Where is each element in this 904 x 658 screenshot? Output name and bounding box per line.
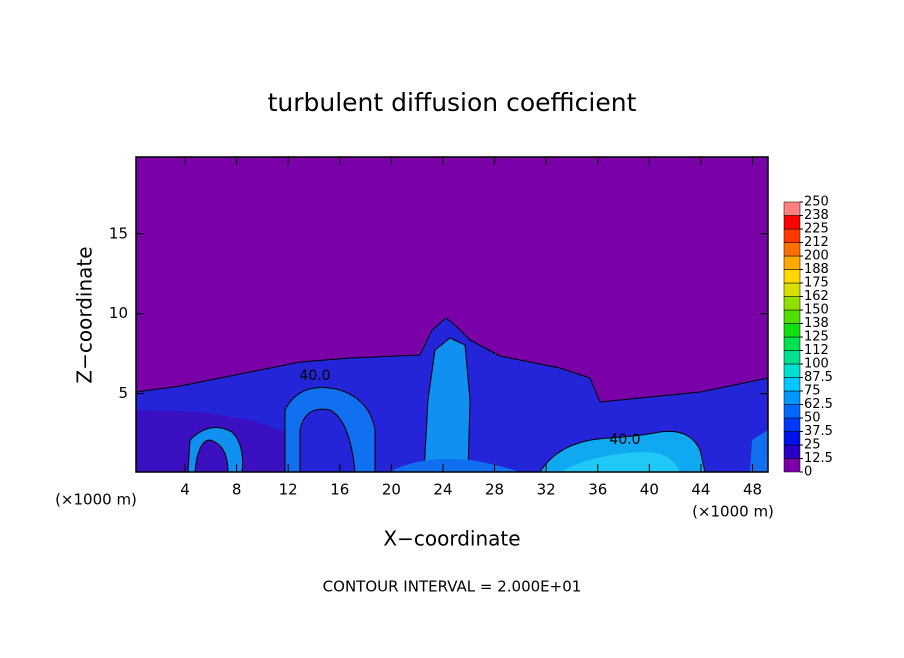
x-tick-label: 40 [640, 481, 659, 499]
colorbar-segment [783, 323, 801, 338]
colorbar-segment [783, 228, 801, 243]
contour-label: 40.0 [609, 432, 640, 448]
colorbar-segment [783, 444, 801, 459]
colorbar-segment [783, 377, 801, 392]
x-tick-label: 12 [279, 481, 298, 499]
colorbar-segment [783, 417, 801, 432]
colorbar-label: 250 [804, 195, 829, 210]
colorbar-label: 100 [804, 357, 829, 372]
colorbar-label: 37.5 [804, 424, 833, 439]
y-tick-label: 5 [118, 384, 128, 402]
x-tick-label: 16 [330, 481, 349, 499]
footnote: CONTOUR INTERVAL = 2.000E+01 [323, 578, 582, 596]
x-tick-label: 28 [485, 481, 504, 499]
chart-title: turbulent diffusion coefficient [268, 88, 637, 117]
y-tick-label: 10 [109, 304, 128, 322]
colorbar-label: 175 [804, 276, 829, 291]
colorbar-label: 12.5 [804, 451, 833, 466]
x-tick-label: 44 [691, 481, 710, 499]
x-unit-label: (×1000 m) [692, 503, 774, 521]
field-region [560, 451, 680, 472]
colorbar-segment [783, 350, 801, 365]
colorbar-label: 75 [804, 384, 821, 399]
colorbar-label: 138 [804, 316, 829, 331]
colorbar-segment [783, 309, 801, 324]
x-unit-label: (×1000 m) [55, 491, 137, 509]
x-tick-label: 4 [180, 481, 190, 499]
colorbar-label: 0 [804, 465, 812, 480]
colorbar-label: 125 [804, 330, 829, 345]
colorbar-label: 112 [804, 343, 829, 358]
x-tick-label: 24 [433, 481, 452, 499]
y-axis-label: Z−coordinate [73, 246, 97, 383]
colorbar-label: 62.5 [804, 397, 833, 412]
field [135, 157, 769, 473]
colorbar-segment [783, 201, 801, 216]
colorbar-label: 212 [804, 235, 829, 250]
x-tick-label: 48 [743, 481, 762, 499]
colorbar-segment [783, 282, 801, 297]
contour-label: 40.0 [299, 368, 330, 384]
y-tick-label: 15 [109, 224, 128, 242]
plot-frame [135, 156, 769, 473]
colorbar-segment [783, 390, 801, 405]
colorbar-label: 225 [804, 222, 829, 237]
colorbar-label: 200 [804, 249, 829, 264]
colorbar-label: 162 [804, 289, 829, 304]
colorbar-label: 188 [804, 262, 829, 277]
x-tick-label: 32 [537, 481, 556, 499]
colorbar-segment [783, 255, 801, 270]
colorbar-segment [783, 431, 801, 446]
colorbar-segment [783, 404, 801, 419]
colorbar-label: 87.5 [804, 370, 833, 385]
field-region [390, 458, 520, 472]
colorbar-segment [783, 296, 801, 311]
field-region [750, 430, 768, 472]
colorbar-segment [783, 269, 801, 284]
colorbar-label: 150 [804, 303, 829, 318]
x-tick-label: 8 [232, 481, 242, 499]
colorbar-label: 50 [804, 411, 821, 426]
colorbar-label: 25 [804, 438, 821, 453]
colorbar-segment [783, 242, 801, 257]
colorbar-segment [783, 363, 801, 378]
x-tick-label: 20 [382, 481, 401, 499]
colorbar-label: 238 [804, 208, 829, 223]
x-tick-label: 36 [588, 481, 607, 499]
colorbar-segment [783, 458, 801, 473]
colorbar-segment [783, 215, 801, 230]
x-axis-label: X−coordinate [383, 527, 520, 551]
colorbar-segment [783, 336, 801, 351]
